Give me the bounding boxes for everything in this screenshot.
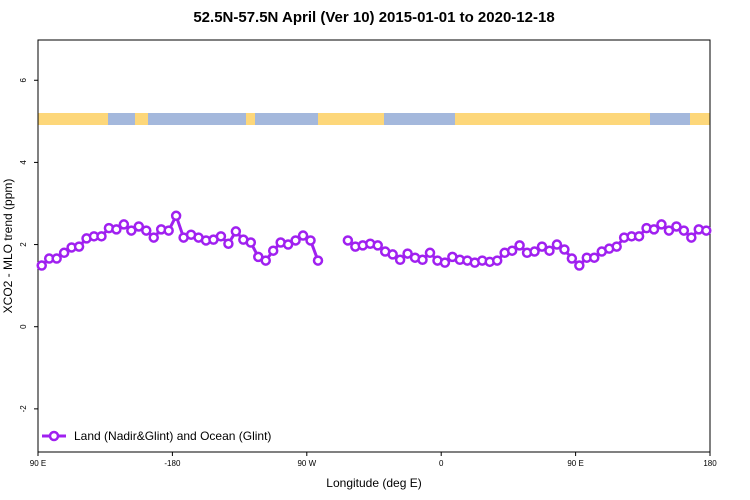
data-point	[551, 239, 563, 250]
data-point	[663, 225, 675, 236]
data-point	[439, 257, 451, 268]
data-point	[387, 249, 398, 260]
data-point	[118, 219, 130, 230]
legend-label: Land (Nadir&Glint) and Ocean (Glint)	[74, 429, 271, 443]
y-axis-label: XCO2 - MLO trend (ppm)	[1, 179, 15, 314]
data-point	[417, 254, 428, 266]
data-point	[297, 230, 309, 241]
x-axis-label: Longitude (deg E)	[326, 476, 421, 490]
x-tick-label: 0	[439, 459, 444, 468]
x-tick-label: 90 E	[567, 459, 583, 468]
data-point	[633, 231, 645, 242]
plot-frame	[37, 39, 711, 453]
data-point	[648, 224, 660, 235]
land-ocean-strip	[38, 113, 710, 125]
data-point	[51, 253, 62, 264]
data-point	[215, 231, 227, 242]
data-point	[96, 231, 107, 242]
data-point	[312, 255, 324, 266]
data-point	[230, 226, 242, 237]
data-point	[141, 225, 152, 236]
y-tick-label: -2	[19, 405, 28, 413]
data-point	[589, 252, 600, 263]
data-point	[133, 221, 145, 232]
data-point	[170, 210, 182, 222]
data-point	[394, 254, 406, 266]
data-point	[260, 255, 271, 266]
legend-marker	[48, 430, 60, 442]
y-tick-label: 6	[19, 77, 28, 82]
data-point	[58, 247, 70, 259]
data-point	[148, 232, 159, 243]
y-tick-label: 2	[19, 242, 28, 247]
data-point	[566, 253, 578, 264]
data-point	[611, 241, 622, 252]
data-point	[424, 247, 436, 259]
data-point	[574, 260, 585, 271]
data-point	[701, 225, 712, 236]
data-point	[671, 221, 682, 232]
data-point	[559, 244, 570, 255]
x-tick-label: 180	[703, 459, 717, 468]
data-point	[73, 241, 85, 252]
data-point	[245, 237, 257, 248]
data-point	[686, 232, 697, 243]
data-point	[514, 240, 525, 251]
y-tick-label: 0	[19, 324, 28, 329]
data-point	[656, 219, 667, 230]
data-point	[506, 245, 518, 256]
data-point	[491, 255, 503, 266]
data-point	[372, 240, 383, 251]
data-point	[342, 235, 354, 246]
y-tick-label: 4	[19, 160, 28, 165]
data-point	[536, 241, 548, 252]
data-point	[111, 224, 122, 235]
data-point	[544, 245, 555, 256]
chart-title: 52.5N-57.5N April (Ver 10) 2015-01-01 to…	[193, 9, 554, 26]
data-point	[267, 245, 279, 256]
x-tick-label: 90 W	[297, 459, 316, 468]
data-point	[305, 235, 316, 246]
data-point	[402, 248, 413, 259]
data-point	[223, 238, 234, 249]
data-point	[163, 225, 174, 236]
x-tick-label: -180	[164, 459, 181, 468]
data-point	[290, 235, 301, 246]
data-point	[678, 225, 690, 236]
data-point	[36, 260, 47, 271]
x-tick-label: 90 E	[30, 459, 46, 468]
data-point	[282, 239, 294, 250]
data-point	[126, 225, 137, 236]
data-point	[529, 246, 540, 257]
